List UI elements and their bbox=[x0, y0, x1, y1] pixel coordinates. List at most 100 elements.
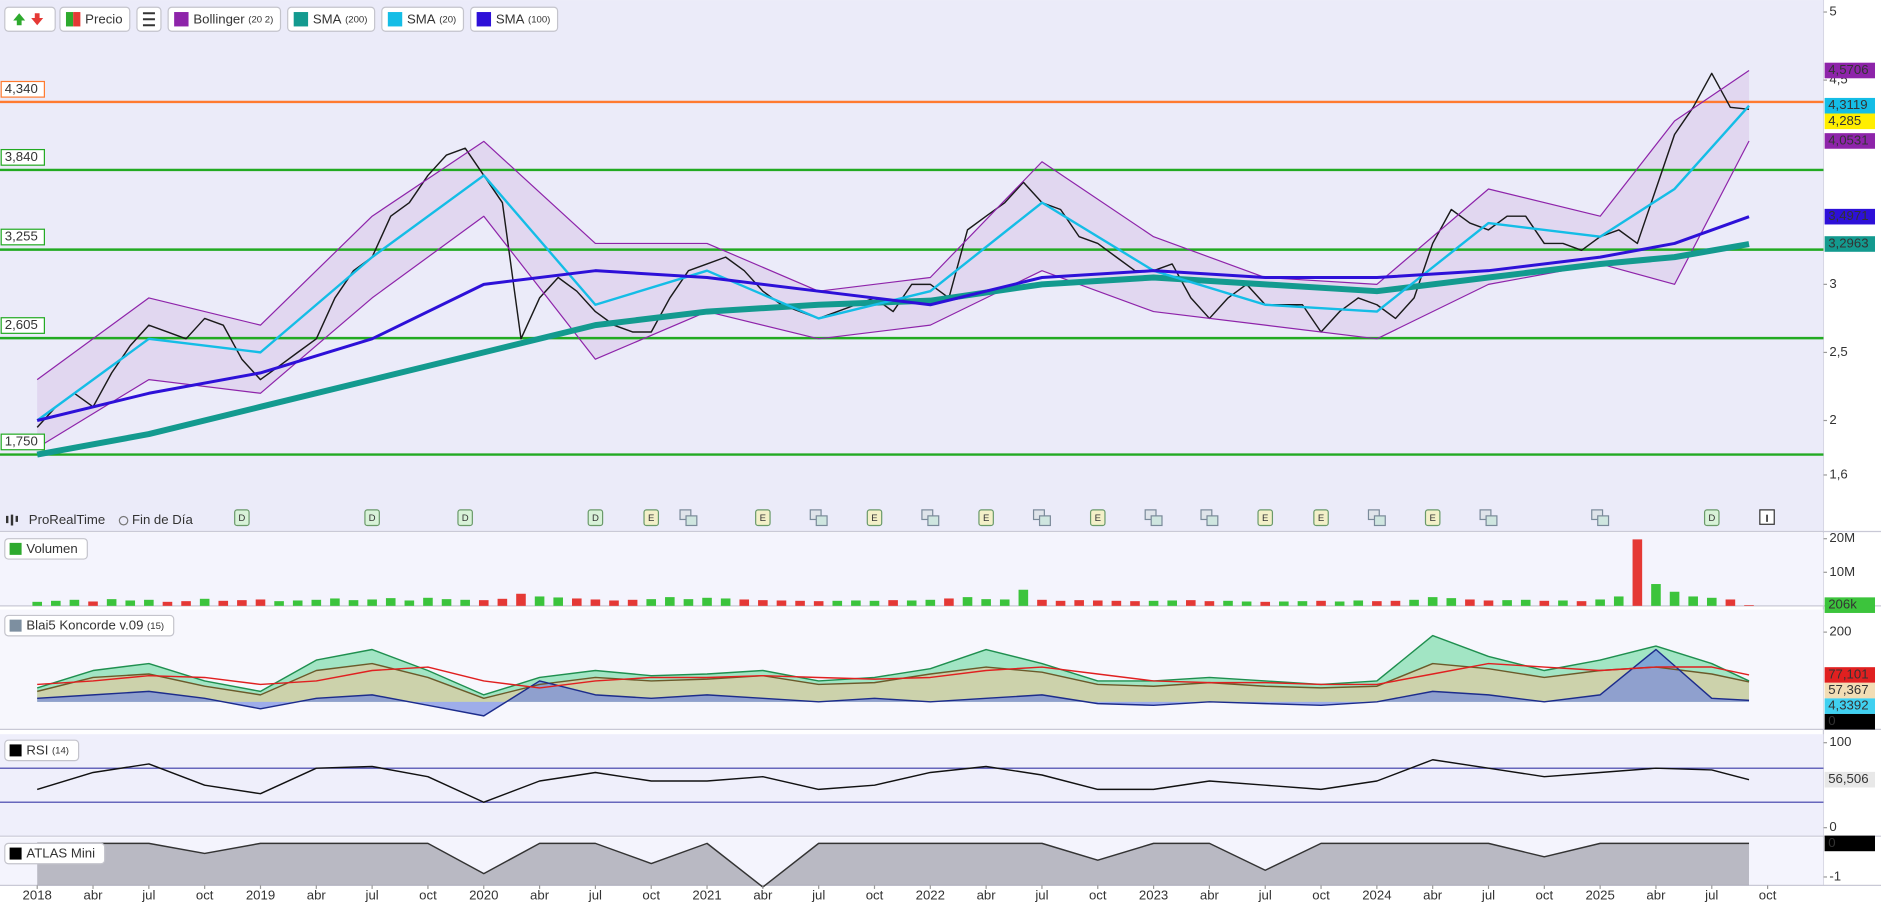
x-tick-label: oct bbox=[1536, 888, 1554, 903]
event-marker bbox=[234, 509, 250, 527]
x-tick-label: oct bbox=[642, 888, 660, 903]
volume-bar bbox=[218, 600, 229, 606]
event-label: E bbox=[1429, 513, 1435, 524]
volume-bar bbox=[51, 600, 61, 606]
legend-swatch bbox=[65, 12, 74, 27]
arrow-down bbox=[31, 13, 44, 26]
volume-bar bbox=[32, 601, 43, 606]
legend-button[interactable] bbox=[287, 6, 376, 32]
legend-button[interactable] bbox=[4, 842, 106, 865]
x-tick-label: oct bbox=[419, 888, 437, 903]
volume-bar bbox=[813, 601, 824, 606]
price-badge bbox=[1824, 133, 1876, 149]
price-badge-label: 206k bbox=[1828, 597, 1857, 612]
panel-legend[interactable]: RSI (14) bbox=[4, 739, 80, 762]
volume-bar bbox=[832, 600, 843, 606]
price-axis-area bbox=[1823, 0, 1881, 907]
source-icon bbox=[5, 514, 18, 526]
volume-bar bbox=[571, 598, 582, 606]
panel-legend[interactable]: Volumen bbox=[4, 538, 88, 560]
event-marker bbox=[1313, 509, 1329, 527]
volume-bar bbox=[720, 598, 731, 606]
volume-bar bbox=[925, 599, 936, 606]
x-tick-label: oct bbox=[1089, 888, 1107, 903]
legend-label: Volumen bbox=[26, 541, 77, 556]
volume-bar bbox=[795, 600, 805, 606]
x-tick-label: abr bbox=[530, 888, 550, 903]
volume-bar bbox=[1167, 600, 1177, 606]
legend-item[interactable]: SMA (100) bbox=[470, 6, 559, 32]
volume-bar bbox=[255, 599, 266, 606]
volume-bar bbox=[776, 600, 787, 606]
legend-button[interactable] bbox=[381, 6, 465, 32]
volume-bar bbox=[1353, 600, 1364, 606]
legend-item[interactable]: Bollinger (20 2) bbox=[167, 6, 282, 32]
volume-bar bbox=[906, 600, 917, 606]
volume-bar bbox=[162, 601, 173, 606]
volume-bar bbox=[553, 597, 563, 606]
legend-button[interactable] bbox=[4, 614, 175, 637]
volume-bar bbox=[627, 599, 638, 606]
volume-bar bbox=[199, 598, 210, 606]
volume-bar bbox=[1223, 600, 1233, 606]
y-tick-label: -1 bbox=[1829, 868, 1841, 883]
volume-bar bbox=[348, 600, 359, 606]
volume-bar bbox=[999, 599, 1010, 606]
legend-swatch bbox=[9, 744, 22, 757]
legend-button[interactable] bbox=[470, 6, 559, 32]
legend-label: SMA bbox=[313, 11, 342, 26]
volume-bar bbox=[702, 597, 712, 606]
price-badge bbox=[1824, 698, 1876, 714]
event-label: E bbox=[983, 513, 989, 524]
level-label: 3,255 bbox=[5, 229, 38, 244]
panel-background bbox=[0, 532, 1824, 606]
legend-button[interactable] bbox=[167, 6, 282, 32]
legend-item[interactable]: SMA (20) bbox=[381, 6, 465, 32]
legend-item[interactable]: SMA (200) bbox=[287, 6, 376, 32]
volume-bar bbox=[869, 600, 880, 606]
price-badge bbox=[1824, 597, 1876, 613]
volume-bar bbox=[1074, 600, 1084, 606]
x-tick-label: abr bbox=[977, 888, 997, 903]
series-area bbox=[37, 843, 1750, 888]
toolbar-arrows[interactable] bbox=[4, 6, 56, 32]
level-label-box bbox=[0, 228, 45, 246]
price-badge bbox=[1824, 835, 1876, 852]
volume-bar bbox=[1669, 591, 1680, 606]
panel-background bbox=[0, 734, 1824, 837]
legend-item[interactable]: Precio bbox=[59, 6, 131, 32]
volume-bar bbox=[274, 601, 284, 606]
y-tick-label: 100 bbox=[1829, 734, 1851, 749]
volume-bar bbox=[590, 599, 601, 606]
volume-bar bbox=[981, 599, 991, 606]
price-badge-label: 57,367 bbox=[1828, 682, 1868, 697]
legend-button[interactable] bbox=[4, 538, 88, 560]
volume-bar bbox=[1427, 597, 1438, 606]
level-label: 3,840 bbox=[5, 149, 38, 164]
event-marker-part bbox=[1038, 515, 1051, 527]
panel-legend[interactable]: Blai5 Koncorde v.09 (15) bbox=[4, 614, 175, 637]
event-label: D bbox=[592, 513, 599, 524]
event-marker bbox=[457, 509, 473, 527]
price-badge bbox=[1824, 97, 1876, 114]
series-line bbox=[37, 662, 1750, 689]
price-badge-label: 4,3119 bbox=[1828, 97, 1867, 112]
volume-bar bbox=[1502, 600, 1512, 606]
series-area bbox=[37, 635, 1750, 702]
price-badge bbox=[1824, 113, 1876, 130]
x-tick-label: jul bbox=[365, 888, 379, 903]
panel-legend[interactable]: ATLAS Mini bbox=[4, 842, 106, 865]
y-tick-label: 200 bbox=[1829, 624, 1851, 639]
band-fill bbox=[37, 70, 1750, 448]
x-tick-label: oct bbox=[1312, 888, 1330, 903]
legend-swatch bbox=[9, 619, 22, 632]
toolbar-button[interactable] bbox=[4, 6, 56, 32]
event-label: E bbox=[760, 513, 766, 524]
legend-button[interactable] bbox=[4, 739, 80, 762]
event-marker bbox=[866, 509, 883, 527]
legend-label: Precio bbox=[85, 11, 122, 26]
level-label-box bbox=[0, 433, 45, 451]
volume-bar bbox=[367, 599, 377, 606]
period-icon bbox=[118, 515, 129, 526]
price-badge-label: 0 bbox=[1828, 835, 1835, 850]
